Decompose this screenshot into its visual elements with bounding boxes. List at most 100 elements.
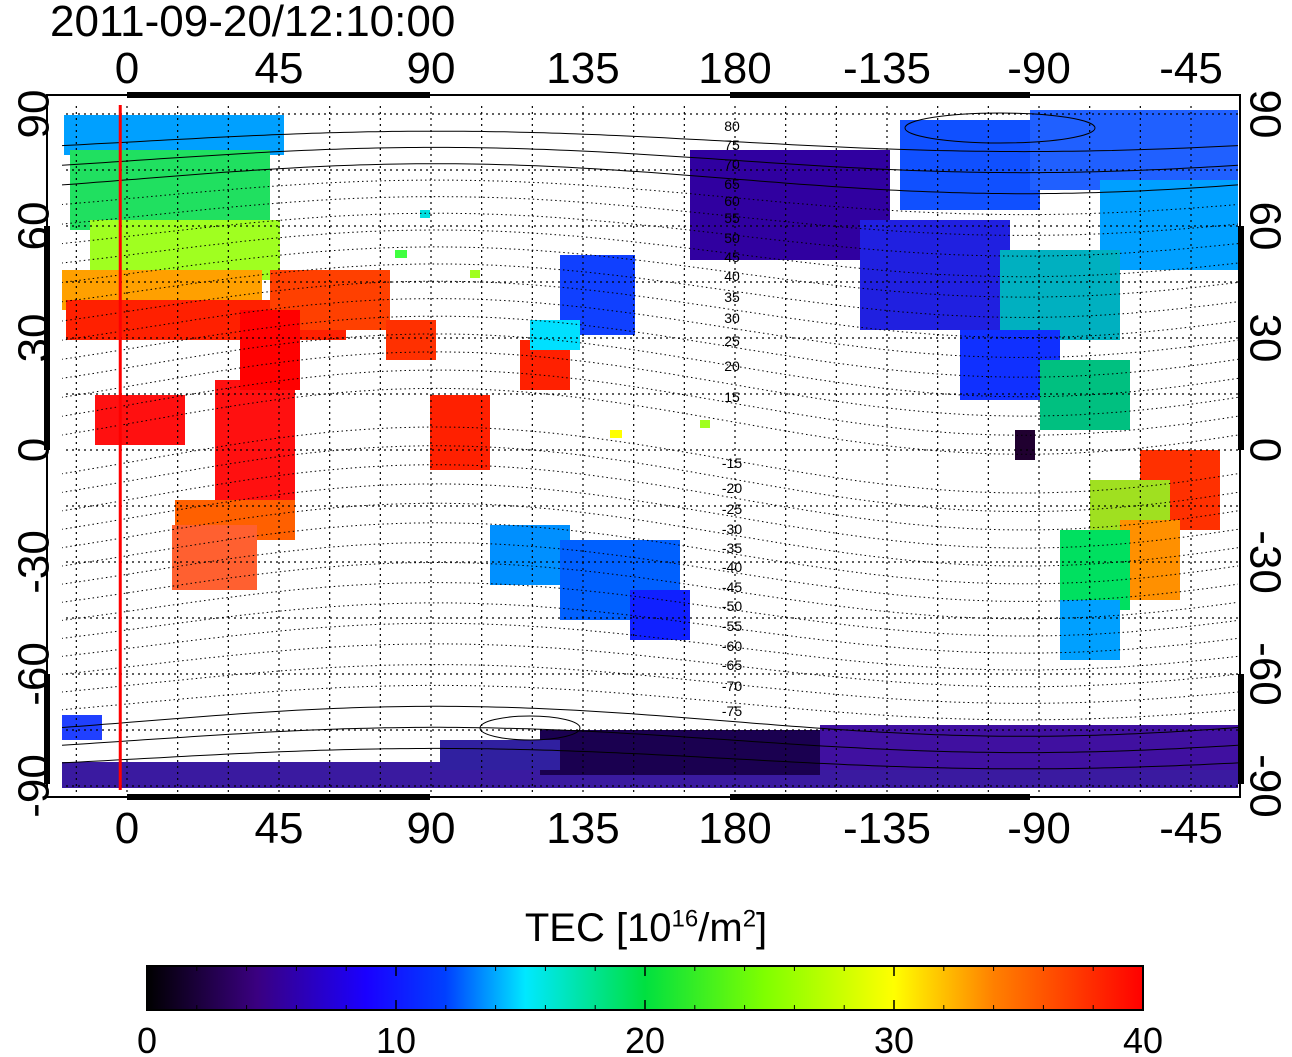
timestamp: 2011-09-20/12:10:00 bbox=[50, 0, 456, 46]
left-lat-tick-label: 30 bbox=[10, 314, 59, 363]
right-lat-tick-label: 90 bbox=[1241, 90, 1290, 139]
top-lon-tick-label: -45 bbox=[1159, 44, 1223, 93]
contour-label: 60 bbox=[724, 193, 740, 209]
contour-label: -55 bbox=[722, 618, 742, 634]
left-lat-tick-label: 90 bbox=[10, 90, 59, 139]
contour-label: 65 bbox=[724, 176, 740, 192]
top-tick-bar bbox=[127, 92, 430, 98]
contour-label: 20 bbox=[724, 358, 740, 374]
right-lat-tick-label: 30 bbox=[1241, 314, 1290, 363]
contour-line bbox=[62, 602, 1238, 654]
left-lat-tick-label: -60 bbox=[10, 642, 59, 706]
contour-label: 80 bbox=[724, 118, 740, 134]
colorbar-tick-label: 30 bbox=[874, 1020, 914, 1057]
bottom-lon-tick-label: 90 bbox=[407, 804, 456, 853]
contour-line bbox=[62, 562, 1238, 620]
bottom-lon-tick-label: 0 bbox=[115, 804, 139, 853]
right-tick-bar bbox=[1238, 674, 1244, 784]
left-lat-tick-label: 0 bbox=[10, 438, 59, 462]
contour-label: 50 bbox=[724, 230, 740, 246]
right-lat-tick-label: -60 bbox=[1241, 642, 1290, 706]
colorbar-title: TEC [1016/m2] bbox=[0, 904, 1292, 952]
contour-loop bbox=[904, 112, 1096, 144]
contour-line bbox=[62, 263, 1238, 318]
contour-line bbox=[62, 179, 1238, 216]
contour-line bbox=[62, 684, 1238, 721]
top-lon-tick-label: 45 bbox=[255, 44, 304, 93]
contour-label: -65 bbox=[722, 657, 742, 673]
bottom-lon-tick-label: 45 bbox=[255, 804, 304, 853]
right-lat-tick-label: -90 bbox=[1241, 754, 1290, 818]
top-lon-tick-label: 0 bbox=[115, 44, 139, 93]
colorbar-title-exp1: 16 bbox=[671, 905, 699, 933]
contour-line bbox=[62, 522, 1238, 585]
top-lon-tick-label: 135 bbox=[546, 44, 619, 93]
top-lon-tick-label: -135 bbox=[843, 44, 931, 93]
bottom-lon-tick-label: 135 bbox=[546, 804, 619, 853]
contour-label: 15 bbox=[724, 389, 740, 405]
top-lon-tick-label: 90 bbox=[407, 44, 456, 93]
bottom-tick-bar bbox=[127, 794, 430, 800]
contour-label: 40 bbox=[724, 268, 740, 284]
contour-label: -70 bbox=[722, 678, 742, 694]
bottom-tick-bar bbox=[730, 794, 1030, 800]
colorbar-tick-label: 20 bbox=[625, 1020, 665, 1057]
contour-line bbox=[62, 280, 1238, 338]
contour-label: 55 bbox=[724, 210, 740, 226]
left-lat-tick-label: 60 bbox=[10, 202, 59, 251]
top-tick-bar bbox=[730, 92, 1030, 98]
contour-label: -50 bbox=[722, 598, 742, 614]
bottom-lon-tick-label: -45 bbox=[1159, 804, 1223, 853]
left-lat-tick-label: -30 bbox=[10, 530, 59, 594]
contour-label: -35 bbox=[722, 540, 742, 556]
contour-line bbox=[62, 705, 1238, 737]
graticule bbox=[62, 103, 1238, 792]
contour-label: 25 bbox=[724, 333, 740, 349]
contour-line bbox=[62, 542, 1238, 602]
contour-label: 35 bbox=[724, 289, 740, 305]
colorbar-title-mid: /m bbox=[698, 906, 743, 950]
magnetic-latitude-contours bbox=[62, 112, 1238, 770]
contour-line bbox=[62, 664, 1238, 704]
bottom-lon-tick-label: 180 bbox=[698, 804, 771, 853]
contour-line bbox=[62, 298, 1238, 358]
contour-line bbox=[62, 130, 1238, 153]
colorbar-tick-label: 40 bbox=[1123, 1020, 1163, 1057]
contour-line bbox=[62, 726, 1238, 754]
contour-label: 30 bbox=[724, 310, 740, 326]
tec-data-patches bbox=[62, 110, 1238, 788]
contour-label: 75 bbox=[724, 137, 740, 153]
bottom-lon-tick-label: -90 bbox=[1007, 804, 1071, 853]
colorbar-title-exp2: 2 bbox=[742, 905, 757, 933]
colorbar-title-prefix: TEC [10 bbox=[524, 906, 672, 950]
right-lat-tick-label: 0 bbox=[1241, 438, 1290, 462]
contour-line bbox=[62, 747, 1238, 770]
colorbar-tick-label: 0 bbox=[137, 1020, 157, 1057]
contour-label: -25 bbox=[722, 501, 742, 517]
contour-label: 70 bbox=[724, 156, 740, 172]
contour-line bbox=[62, 146, 1238, 174]
left-tick-bar bbox=[44, 226, 50, 450]
right-tick-bar bbox=[1238, 226, 1244, 450]
top-lon-tick-label: 180 bbox=[698, 44, 771, 93]
contour-label: 45 bbox=[724, 249, 740, 265]
right-lat-tick-label: 60 bbox=[1241, 202, 1290, 251]
left-tick-bar bbox=[44, 674, 50, 784]
colorbar-tick-label: 10 bbox=[376, 1020, 416, 1057]
contour-line bbox=[62, 582, 1238, 637]
bottom-lon-tick-label: -135 bbox=[843, 804, 931, 853]
axis-tick-bars bbox=[44, 92, 1244, 800]
contour-line bbox=[62, 246, 1238, 298]
contour-label: -30 bbox=[722, 521, 742, 537]
contour-loop bbox=[479, 715, 581, 741]
contour-label: -60 bbox=[722, 638, 742, 654]
contour-label: -20 bbox=[722, 480, 742, 496]
contour-line bbox=[62, 163, 1238, 195]
left-lat-tick-label: -90 bbox=[10, 754, 59, 818]
contour-line bbox=[62, 315, 1238, 378]
contour-label: -40 bbox=[722, 559, 742, 575]
contour-label: -45 bbox=[722, 579, 742, 595]
contour-label: -15 bbox=[722, 455, 742, 471]
right-lat-tick-label: -30 bbox=[1241, 530, 1290, 594]
